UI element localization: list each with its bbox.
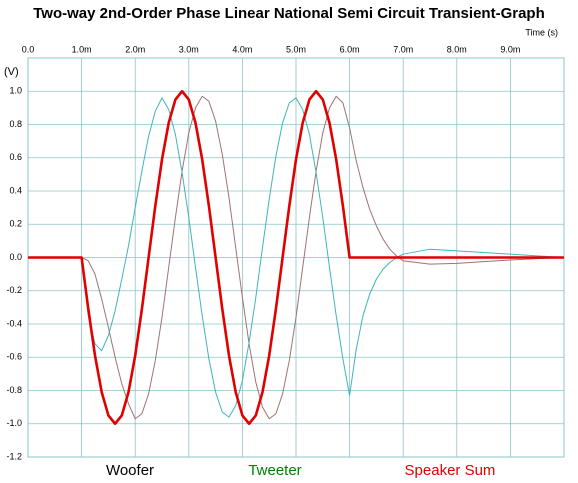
chart-title: Two-way 2nd-Order Phase Linear National … <box>33 5 545 22</box>
legend-entry: Woofer <box>106 462 154 479</box>
y-tick-label: -0.6 <box>6 352 22 362</box>
y-tick-label: 0.4 <box>9 185 22 195</box>
x-tick-label: 6.0m <box>340 44 360 54</box>
legend-entry: Speaker Sum <box>405 462 496 479</box>
y-tick-label: 0.0 <box>9 252 22 262</box>
y-tick-label: 0.6 <box>9 152 22 162</box>
x-tick-label: 9.0m <box>500 44 520 54</box>
x-axis-label: Time (s) <box>525 27 558 37</box>
series-line <box>28 89 564 426</box>
x-tick-label: 2.0m <box>125 44 145 54</box>
x-tick-label: 7.0m <box>393 44 413 54</box>
x-tick-label: 0.0 <box>22 44 35 54</box>
x-tick-label: 1.0m <box>72 44 92 54</box>
y-tick-label: -1.2 <box>6 451 22 461</box>
legend-entry: Tweeter <box>248 462 301 479</box>
y-tick-label: -0.4 <box>6 318 22 328</box>
y-tick-label: -0.2 <box>6 285 22 295</box>
y-axis-label: (V) <box>4 66 19 78</box>
y-tick-label: 1.0 <box>9 86 22 96</box>
x-tick-label: 4.0m <box>232 44 252 54</box>
x-tick-label: 8.0m <box>447 44 467 54</box>
series-line <box>28 95 565 420</box>
series-line <box>28 97 565 418</box>
x-tick-label: 5.0m <box>286 44 306 54</box>
y-tick-label: 0.8 <box>9 119 22 129</box>
y-tick-label: -1.0 <box>6 418 22 428</box>
x-tick-label: 3.0m <box>179 44 199 54</box>
y-tick-label: -0.8 <box>6 385 22 395</box>
y-tick-label: 0.2 <box>9 219 22 229</box>
